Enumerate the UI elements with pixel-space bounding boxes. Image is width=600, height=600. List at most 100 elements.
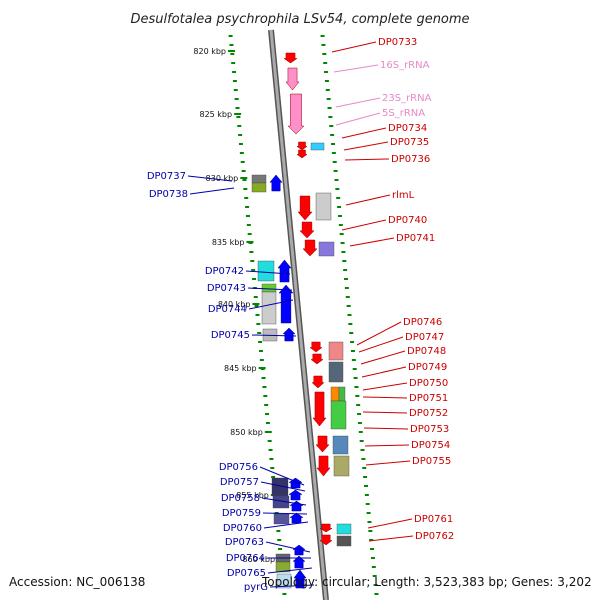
feature-box [333,455,350,477]
feature-box [336,523,352,535]
label-leader [362,382,408,391]
reverse-gene-arrow [269,174,283,192]
label-leader [335,112,381,126]
gene-label: DP0734 [388,123,427,134]
gene-label: DP0742 [205,266,244,277]
label-leader [344,158,390,161]
reverse-gene-arrow [278,284,294,324]
gene-label: DP0764 [226,553,265,564]
gene-label: DP0741 [396,233,435,244]
label-leader [187,175,233,182]
forward-gene-arrow [309,341,323,353]
gene-label: pyrG [244,582,268,593]
forward-gene-arrow [316,455,331,477]
feature-box [276,573,292,589]
reverse-gene-arrow [277,259,292,283]
feature-box [310,142,325,151]
label-leader [247,287,293,291]
forward-gene-arrow [319,523,333,533]
label-leader [251,334,297,337]
reverse-gene-arrow [292,555,306,569]
kbp-label: 855 kbp [236,491,269,500]
gene-label: DP0762 [415,531,454,542]
label-leader [361,366,407,378]
gene-label: DP0755 [412,456,451,467]
rrna-arrow [287,93,305,135]
gene-label: DP0757 [220,477,259,488]
label-leader [349,237,395,247]
label-leader [261,497,307,506]
feature-box [261,291,277,325]
gene-label: DP0758 [221,493,260,504]
gene-label: DP0744 [208,304,247,315]
gene-label: DP0737 [147,171,186,182]
feature-box [338,386,346,402]
kbp-label: 840 kbp [218,300,251,309]
feature-box [257,260,275,282]
forward-gene-arrow [297,195,313,221]
label-leader [260,481,306,492]
gene-label: DP0763 [225,537,264,548]
label-leader [262,512,308,515]
label-leader [248,299,294,310]
label-leader [259,466,305,486]
label-leader [365,460,411,466]
gene-label: DP0735 [390,137,429,148]
gene-label: DP0747 [405,332,444,343]
label-leader [343,141,389,151]
forward-gene-arrow [312,391,327,427]
label-leader [335,97,381,108]
label-leader [362,396,408,399]
kbp-label: 820 kbp [193,47,226,56]
label-leader [245,270,291,275]
forward-gene-arrow [283,52,298,64]
feature-box [275,561,291,573]
forward-gene-arrow [315,435,330,453]
label-leader [364,444,410,447]
feature-box [261,283,277,293]
rrna-arrow [285,67,300,91]
gene-label: DP0760 [223,523,262,534]
label-leader [269,584,315,588]
feature-box [251,182,267,193]
reverse-gene-arrow [282,327,296,342]
gene-label: 5S_rRNA [382,108,425,119]
feature-box [332,435,349,455]
kbp-label: 835 kbp [212,238,245,247]
gene-label: DP0749 [408,362,447,373]
gene-label: DP0733 [378,37,417,48]
genome-info-text: Topology: circular; Length: 3,523,383 bp… [261,575,592,589]
label-leader [263,521,309,529]
gene-features [251,52,352,589]
map-title: Desulfotalea psychrophila LSv54, complet… [130,12,469,27]
kbp-label: 845 kbp [224,364,257,373]
label-leader [189,187,235,195]
forward-gene-arrow [310,353,324,365]
gene-label: 23S_rRNA [382,93,432,104]
gene-label: DP0751 [409,393,448,404]
gene-label: DP0759 [222,508,261,519]
label-leader [360,350,406,365]
gene-label: DP0752 [409,408,448,419]
forward-gene-arrow [299,221,315,239]
feature-box [328,341,344,361]
gene-label: DP0746 [403,317,442,328]
label-leader [267,567,313,574]
feature-box [318,241,335,257]
label-leader [345,194,391,206]
backbone-highlight [269,29,328,600]
accession-text: Accession: NC_006138 [9,575,145,589]
gene-labels: DP0733 16S_rRNA 23S_rRNA 5S_rRNA DP0734 DP073… [147,37,454,593]
label-leader [341,127,387,139]
label-leader [341,219,387,231]
gene-label: DP0756 [219,462,258,473]
kbp-label: 860 kbp [242,555,275,564]
forward-gene-arrow [296,149,308,159]
gene-label: DP0745 [211,330,250,341]
reverse-gene-arrow [293,569,307,589]
forward-gene-arrow [311,375,325,389]
label-leader [363,427,409,430]
label-leader [362,411,408,414]
